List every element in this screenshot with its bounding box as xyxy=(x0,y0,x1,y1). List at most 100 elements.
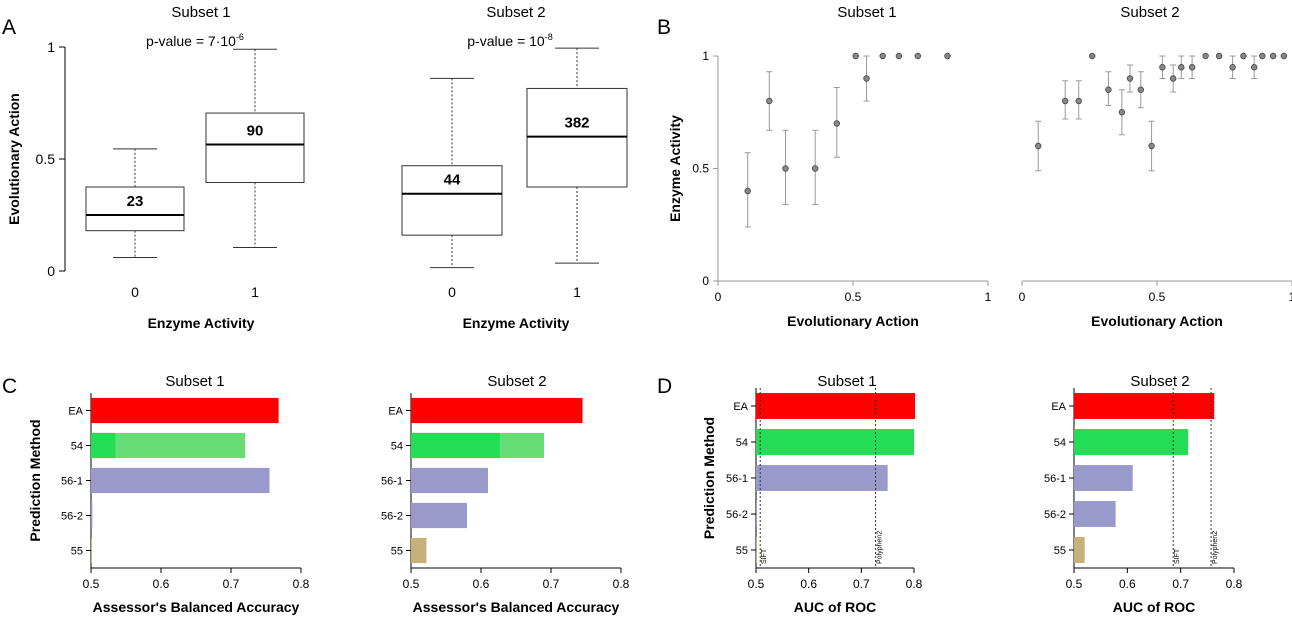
chart-title: Subset 1 xyxy=(837,4,896,21)
category-label: 56-1 xyxy=(1044,473,1066,485)
category-label: 54 xyxy=(71,441,83,453)
bar xyxy=(756,501,757,527)
y-axis-title: Prediction Method xyxy=(701,417,717,539)
chart-title: Subset 1 xyxy=(171,4,230,21)
x-tick-label: 1 xyxy=(251,284,259,300)
x-tick-label: 1 xyxy=(985,290,992,304)
data-point xyxy=(1178,64,1185,71)
y-tick-label: 1 xyxy=(702,49,709,63)
bar xyxy=(91,537,92,564)
category-label: 56-1 xyxy=(61,476,83,488)
data-point xyxy=(852,52,859,60)
y-tick-label: 0.5 xyxy=(36,151,56,167)
panel-letter-a: A xyxy=(2,16,16,39)
bar xyxy=(1074,537,1085,563)
x-tick-label: 0.6 xyxy=(1119,577,1136,591)
data-point xyxy=(812,165,819,172)
category-label: 56-2 xyxy=(726,509,748,521)
category-label: EA xyxy=(68,406,83,418)
panel-letter-d: D xyxy=(657,375,672,398)
p-value-exponent: -6 xyxy=(236,32,244,42)
data-point xyxy=(1075,97,1082,105)
data-point xyxy=(1105,86,1112,93)
x-tick-label: 0.8 xyxy=(1226,577,1243,591)
data-point xyxy=(833,120,840,127)
bar xyxy=(91,397,279,424)
x-tick-label: 0.7 xyxy=(1172,577,1189,591)
y-tick-label: 0 xyxy=(702,274,709,288)
data-point xyxy=(1259,52,1266,60)
x-axis-title: Assessor's Balanced Accuracy xyxy=(93,599,300,615)
bar xyxy=(411,397,583,424)
x-tick-label: 0.8 xyxy=(293,577,310,591)
data-point xyxy=(1034,142,1042,150)
x-tick-label: 0.6 xyxy=(153,577,170,591)
p-value-exponent: -8 xyxy=(545,32,553,42)
data-point xyxy=(944,52,951,60)
data-point xyxy=(766,97,773,105)
data-point xyxy=(863,75,870,82)
data-point xyxy=(1088,52,1096,60)
reference-line-label: Polyphen2 xyxy=(877,531,884,564)
p-value-annotation: p-value = 7·10-6 xyxy=(146,32,244,49)
category-label: 54 xyxy=(391,441,403,453)
data-point xyxy=(879,52,886,60)
category-label: 54 xyxy=(1054,437,1066,449)
category-label: 56-1 xyxy=(381,476,403,488)
bar xyxy=(1074,501,1116,527)
y-axis-title: Enzyme Activity xyxy=(667,115,683,222)
y-tick-label: 1 xyxy=(47,39,55,55)
data-point xyxy=(895,52,903,60)
x-tick-label: 0.5 xyxy=(748,577,765,591)
data-point xyxy=(1118,109,1126,116)
data-point xyxy=(914,52,921,60)
chart-title: Subset 2 xyxy=(1120,4,1179,21)
x-axis-title: Enzyme Activity xyxy=(148,315,255,331)
data-point xyxy=(1215,52,1223,60)
data-point xyxy=(1169,75,1177,82)
bar xyxy=(91,502,93,529)
data-point xyxy=(1280,52,1288,60)
data-point xyxy=(1137,86,1144,93)
data-point xyxy=(1188,64,1196,71)
bar xyxy=(756,393,916,419)
x-tick-label: 0.7 xyxy=(853,577,870,591)
bar xyxy=(411,467,488,494)
x-tick-label: 1 xyxy=(1289,290,1292,304)
box-iqr xyxy=(205,112,305,184)
x-tick-label: 0.7 xyxy=(543,577,560,591)
y-tick-label: 0.5 xyxy=(692,162,709,176)
reference-line-label: SIFT xyxy=(1174,548,1181,564)
category-label: 56-2 xyxy=(1044,509,1066,521)
data-point xyxy=(782,165,789,172)
category-label: 54 xyxy=(736,437,748,449)
x-tick-label: 0.8 xyxy=(613,577,630,591)
data-point xyxy=(1061,97,1069,105)
x-axis-title: Evolutionary Action xyxy=(1091,313,1223,329)
x-tick-label: 0.5 xyxy=(845,290,862,304)
x-axis-title: AUC of ROC xyxy=(794,599,876,615)
bar xyxy=(411,432,500,459)
data-point xyxy=(1250,64,1258,71)
y-tick-label: 0 xyxy=(47,263,55,279)
category-label: 56-1 xyxy=(726,473,748,485)
box-count-label: 44 xyxy=(444,172,461,189)
data-point xyxy=(1202,52,1209,60)
y-axis-title: Evolutionary Action xyxy=(6,93,22,225)
bar xyxy=(1074,429,1189,455)
bar xyxy=(756,537,757,563)
x-tick-label: 0 xyxy=(448,284,456,300)
data-point xyxy=(1159,64,1166,71)
bar xyxy=(411,537,427,564)
bar xyxy=(1074,393,1215,419)
x-tick-label: 0.6 xyxy=(800,577,817,591)
category-label: EA xyxy=(1051,401,1066,413)
x-axis-title: Evolutionary Action xyxy=(787,313,919,329)
chart-title: Subset 2 xyxy=(486,4,545,21)
x-tick-label: 0.5 xyxy=(1149,290,1166,304)
category-label: 56-2 xyxy=(61,511,83,523)
panel-letter-c: C xyxy=(2,375,17,398)
bar xyxy=(756,429,914,455)
p-value-annotation: p-value = 10-8 xyxy=(467,32,552,49)
